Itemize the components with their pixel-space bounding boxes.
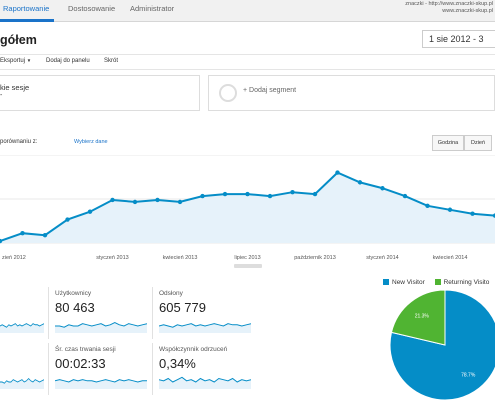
metric-value: 605 779 — [159, 300, 206, 315]
sparkline-line — [159, 376, 251, 383]
chart-data-point[interactable] — [87, 209, 93, 214]
tab-admin[interactable]: Administrator — [130, 4, 175, 13]
sparkline-fill — [55, 379, 147, 389]
active-tab-indicator — [0, 19, 54, 22]
legend-item-new-visitor[interactable]: New Visitor — [383, 279, 425, 286]
x-tick-label: kwiecień 2013 — [163, 255, 198, 261]
legend-swatch — [383, 279, 389, 285]
chart-data-point[interactable] — [65, 217, 70, 222]
add-to-dashboard-button[interactable]: Dodaj do panelu — [46, 58, 90, 64]
chart-data-point[interactable] — [402, 193, 408, 199]
chart-resize-handle[interactable] — [234, 264, 262, 268]
chart-data-point[interactable] — [267, 193, 273, 199]
metric-value: 0,34% — [159, 356, 196, 371]
x-tick-label: październik 2013 — [294, 255, 336, 261]
metric-card-pageviews[interactable]: Odsłony 605 779 — [152, 287, 252, 339]
chart-data-point[interactable] — [447, 207, 453, 212]
sparkline-fill — [0, 378, 44, 389]
chart-area-fill — [0, 172, 495, 243]
segment-name: kie sesje — [0, 83, 30, 92]
account-name[interactable]: znaczki - http://www.znaczki-skup.pl — [405, 1, 493, 7]
export-label: Eksportuj — [0, 58, 26, 64]
chart-data-point[interactable] — [222, 191, 228, 197]
sessions-line-chart: zień 2012 styczeń 2013 kwiecień 2013 lipiec… — [0, 155, 495, 261]
pie-slice-label: 21.3% — [415, 314, 430, 320]
chart-data-point[interactable] — [425, 203, 430, 209]
caret-down-icon: ▼ — [26, 58, 32, 63]
tab-reporting[interactable]: Raportowanie — [3, 4, 50, 13]
pie-slice[interactable] — [390, 290, 495, 400]
chart-data-point[interactable] — [357, 180, 363, 185]
top-navigation: Raportowanie Dostosowanie Administrator … — [0, 0, 495, 22]
period-hour-button[interactable]: Godzina — [432, 135, 464, 151]
add-segment-link[interactable]: + Dodaj segment — [243, 87, 297, 94]
page-title: gółem — [0, 33, 37, 47]
date-range-picker[interactable]: 1 sie 2012 - 3 — [422, 30, 495, 48]
period-day-button[interactable]: Dzień — [464, 135, 492, 151]
chart-data-point[interactable] — [0, 238, 3, 244]
sparkline-line — [55, 379, 147, 383]
metric-card-bounce-rate[interactable]: Współczynnik odrzuceń 0,34% — [152, 343, 252, 395]
sparkline-line — [159, 323, 251, 328]
metric-sparkline — [55, 379, 147, 389]
chart-data-point[interactable] — [20, 231, 25, 236]
chart-data-point[interactable] — [312, 191, 318, 197]
x-tick-label: kwiecień 2014 — [433, 255, 468, 261]
legend-label: Returning Visito — [443, 279, 490, 286]
x-tick-label: zień 2012 — [2, 255, 26, 261]
segment-subtext: - — [0, 92, 3, 99]
metric-label: Współczynnik odrzuceń — [159, 346, 228, 353]
chart-data-point[interactable] — [290, 189, 295, 195]
metric-value: 80 463 — [55, 300, 95, 315]
metric-sparkline — [55, 321, 147, 333]
chart-data-point[interactable] — [335, 170, 340, 175]
chart-data-point[interactable] — [155, 197, 160, 203]
legend-label: New Visitor — [392, 279, 425, 286]
chart-data-point[interactable] — [200, 193, 205, 199]
sparkline-line — [55, 321, 147, 328]
pie-legend: New Visitor Returning Visito — [383, 279, 489, 286]
chart-data-point[interactable] — [245, 191, 250, 197]
compare-label: porównaniu z: — [0, 139, 38, 145]
chart-data-point[interactable] — [380, 186, 385, 191]
report-toolbar: Eksportuj ▼ Dodaj do panelu Skrót — [0, 54, 495, 70]
pie-slice-label: 78.7% — [461, 372, 476, 378]
sparkline-fill — [55, 322, 147, 333]
chart-data-point[interactable] — [177, 199, 183, 205]
select-data-link[interactable]: Wybierz dane — [74, 139, 108, 145]
metric-label: Śr. czas trwania sesji — [55, 346, 116, 353]
metric-sparkline — [0, 323, 44, 333]
segment-placeholder-icon — [219, 84, 237, 102]
chart-data-point[interactable] — [110, 197, 115, 203]
segment-all-sessions[interactable]: kie sesje - — [0, 75, 200, 111]
sparkline-line — [0, 377, 44, 384]
pie-slice[interactable] — [390, 290, 446, 346]
x-tick-label: styczeń 2014 — [366, 255, 398, 261]
shortcut-button[interactable]: Skrót — [104, 58, 119, 64]
metric-sparkline — [159, 323, 251, 333]
sparkline-line — [0, 323, 44, 328]
metric-label: Użytkownicy — [55, 290, 92, 297]
legend-swatch — [434, 279, 441, 285]
chart-data-point[interactable] — [132, 199, 138, 205]
visitor-type-pie-chart: 78.7% 21.3% — [390, 290, 495, 400]
metric-label: Odsłony — [159, 290, 183, 297]
metric-sparkline — [0, 377, 44, 389]
legend-item-returning-visitor[interactable]: Returning Visito — [434, 279, 490, 286]
export-button[interactable]: Eksportuj ▼ — [0, 58, 31, 64]
account-url[interactable]: www.znaczki-skup.pl — [442, 8, 493, 14]
x-tick-label: styczeń 2013 — [96, 255, 128, 261]
metric-sparkline — [159, 376, 251, 389]
chart-data-point[interactable] — [492, 213, 495, 218]
metric-card-users[interactable]: Użytkownicy 80 463 — [48, 287, 148, 339]
chart-data-point[interactable] — [470, 211, 475, 216]
tab-customization[interactable]: Dostosowanie — [68, 4, 116, 13]
add-segment-box[interactable]: + Dodaj segment — [208, 75, 495, 111]
sparkline-fill — [159, 377, 251, 389]
x-tick-label: lipiec 2013 — [234, 255, 260, 261]
metric-card-avg-session-duration[interactable]: Śr. czas trwania sesji 00:02:33 — [48, 343, 148, 395]
chart-data-point[interactable] — [42, 232, 48, 238]
metric-value: 00:02:33 — [55, 356, 106, 371]
